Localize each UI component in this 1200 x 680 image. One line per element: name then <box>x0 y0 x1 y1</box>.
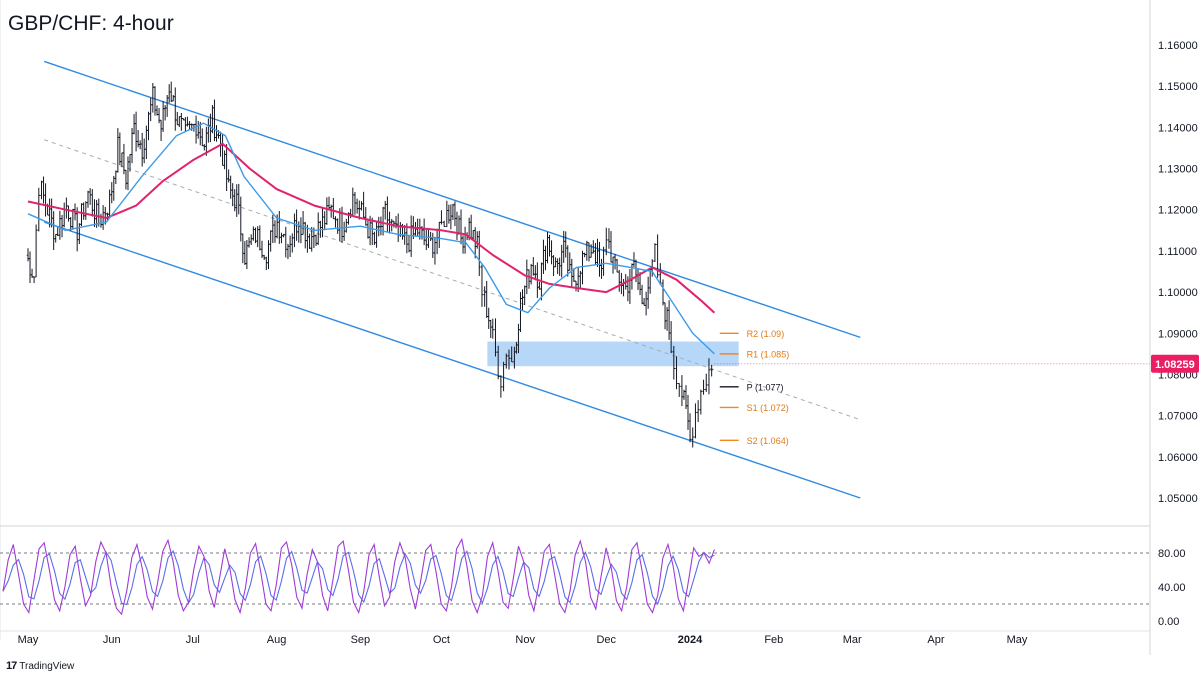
pivot-levels-layer: R2 (1.09) R1 (1.085) P (1.077) S1 (1.072) S2… <box>719 329 790 446</box>
oscillator-layer: 80.00 40.00 0.00 <box>0 537 1186 628</box>
stochastic-d-line <box>2 549 715 606</box>
current-price-label: 1.08259 <box>1155 359 1195 371</box>
y-tick-label: 1.09000 <box>1158 328 1198 340</box>
axes-layer: 1.16000 1.15000 1.14000 1.13000 1.12000 1.110… <box>18 40 1198 646</box>
y-tick-label: 1.06000 <box>1158 452 1198 464</box>
channel-upper-line <box>43 60 861 339</box>
y-tick-label: 1.10000 <box>1158 287 1198 299</box>
y-tick-label: 1.13000 <box>1158 164 1198 176</box>
support-resistance-zone <box>487 341 739 367</box>
x-tick-label: Sep <box>351 634 371 646</box>
x-tick-label: Nov <box>515 634 535 646</box>
x-tick-label: May <box>18 634 39 646</box>
channel-lower-line <box>43 221 861 499</box>
moving-average-fast-line <box>27 122 715 355</box>
oscillator-y-tick-label: 0.00 <box>1158 616 1179 628</box>
channel-layer <box>43 60 861 499</box>
chart-title: GBP/CHF: 4-hour <box>8 12 174 35</box>
x-tick-label: Mar <box>843 634 862 646</box>
oscillator-y-tick-label: 80.00 <box>1158 548 1186 560</box>
x-tick-label: Apr <box>927 634 944 646</box>
pivot-level-label: S1 (1.072) <box>747 403 789 413</box>
tradingview-logo-text: TradingView <box>19 660 75 672</box>
channel-midline <box>44 139 861 421</box>
pivot-level-label: S2 (1.064) <box>747 436 789 446</box>
y-tick-label: 1.16000 <box>1158 40 1198 52</box>
x-tick-label: Oct <box>433 634 450 646</box>
x-tick-label: Feb <box>764 634 783 646</box>
oscillator-y-tick-label: 40.00 <box>1158 582 1186 594</box>
pivot-level-label: P (1.077) <box>747 382 784 392</box>
y-tick-label: 1.07000 <box>1158 411 1198 423</box>
x-tick-label: Dec <box>596 634 616 646</box>
x-tick-label: Jul <box>186 634 200 646</box>
stochastic-k-line <box>2 537 715 616</box>
moving-average-slow-line <box>27 142 716 314</box>
current-price-badge <box>1151 354 1199 373</box>
tradingview-logo[interactable]: 17 TradingView <box>6 660 74 672</box>
y-tick-label: 1.15000 <box>1158 81 1198 93</box>
pivot-level-label: R1 (1.085) <box>747 349 790 359</box>
y-tick-label: 1.11000 <box>1158 246 1197 258</box>
y-tick-label: 1.05000 <box>1158 493 1198 505</box>
x-tick-label: May <box>1007 634 1028 646</box>
y-tick-label: 1.14000 <box>1158 122 1198 134</box>
y-tick-label: 1.12000 <box>1158 205 1198 217</box>
tradingview-mark-icon: 17 <box>6 660 17 672</box>
price-badge-layer: 1.08259 <box>714 354 1199 373</box>
x-tick-label: Jun <box>103 634 121 646</box>
x-tick-label: Aug <box>267 634 287 646</box>
pivot-level-label: R2 (1.09) <box>747 329 785 339</box>
x-tick-label: 2024 <box>678 634 703 646</box>
moving-averages-layer <box>27 122 716 355</box>
grid-layer <box>0 0 1151 655</box>
support-resistance-zone-layer <box>487 341 739 367</box>
